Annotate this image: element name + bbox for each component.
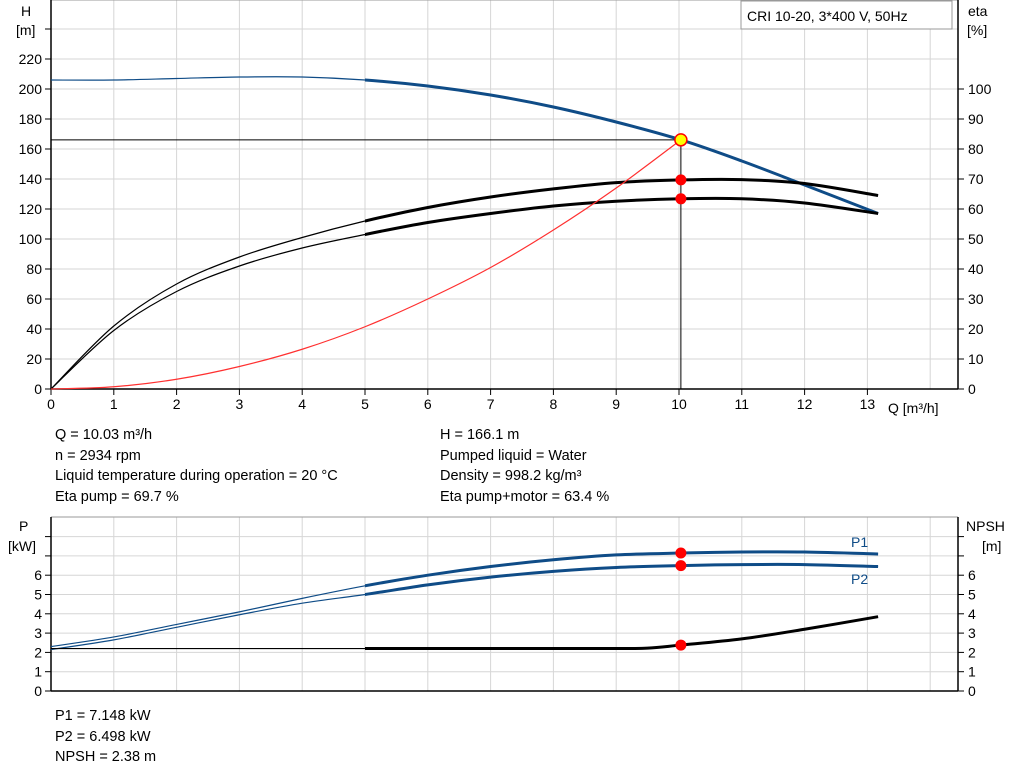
top-xtick-label: 13	[860, 396, 876, 412]
y2-axis-unit-npsh: [m]	[982, 538, 1001, 554]
top-ytick-label: 40	[26, 321, 42, 337]
info-left: Q = 10.03 m³/h n = 2934 rpm Liquid tempe…	[55, 425, 338, 507]
curve-system-thin	[50, 139, 682, 390]
top-y2tick-label: 50	[968, 231, 984, 247]
top-xtick-label: 3	[236, 396, 244, 412]
info-liquid: Pumped liquid = Water	[440, 447, 587, 464]
top-xtick-label: 12	[797, 396, 813, 412]
top-xtick-label: 6	[424, 396, 432, 412]
title-box	[740, 0, 953, 30]
top-ytick-label: 120	[19, 201, 43, 217]
top-ytick-label: 20	[26, 351, 42, 367]
top-ytick-label: 220	[19, 51, 43, 67]
info-power: P1 = 7.148 kW P2 = 6.498 kW NPSH = 2.38 …	[55, 706, 156, 768]
bot-ytick-label: 1	[34, 664, 42, 680]
top-xtick-label: 1	[110, 396, 118, 412]
top-xtick-label: 2	[173, 396, 181, 412]
top-y2tick-label: 40	[968, 261, 984, 277]
info-eta-pump-motor: Eta pump+motor = 63.4 %	[440, 488, 610, 505]
top-y2tick-label: 80	[968, 141, 984, 157]
info-temp: Liquid temperature during operation = 20…	[55, 468, 338, 484]
bot-ytick-label: 2	[34, 644, 42, 660]
curve-eta_pump_motor	[365, 196, 879, 237]
top-xtick-label: 4	[298, 396, 306, 412]
info-q: Q = 10.03 m³/h	[55, 427, 153, 443]
top-y2tick-label: 60	[968, 201, 984, 217]
bot-ytick-label: 5	[34, 587, 42, 603]
top-y2tick-label: 90	[968, 111, 984, 127]
top-ytick-label: 100	[19, 231, 43, 247]
top-ytick-label: 80	[26, 261, 42, 277]
top-xtick-label: 10	[671, 396, 687, 412]
top-y2tick-label: 70	[968, 171, 984, 187]
series-label-p2: P2	[851, 571, 868, 587]
curve-eta_pump_motor-thin	[50, 197, 879, 390]
y2-axis-label-eta: eta	[968, 3, 988, 19]
duty-point-eta-pump	[675, 174, 687, 186]
curve-H	[365, 78, 879, 215]
top-ytick-label: 140	[19, 171, 43, 187]
duty-point-h	[674, 133, 688, 147]
top-xtick-label: 5	[361, 396, 369, 412]
bot-y2tick-label: 6	[968, 567, 976, 583]
curve-P1	[365, 550, 879, 588]
top-ytick-label: 200	[19, 81, 43, 97]
y-axis-label-h: H	[21, 3, 31, 19]
top-xtick-label: 8	[550, 396, 558, 412]
top-xtick-label: 9	[612, 396, 620, 412]
chart-title: CRI 10-20, 3*400 V, 50Hz	[747, 8, 908, 24]
y-axis-unit-h: [m]	[16, 22, 35, 38]
curve-H-thin	[50, 76, 879, 215]
duty-point-eta-pump-motor	[675, 193, 687, 205]
top-ytick-label: 160	[19, 141, 43, 157]
top-y2tick-label: 30	[968, 291, 984, 307]
top-xtick-label: 11	[735, 396, 750, 412]
bot-y2tick-label: 0	[968, 683, 976, 699]
bot-y2tick-label: 4	[968, 606, 976, 622]
info-p2: P2 = 6.498 kW	[55, 728, 151, 745]
bot-y2tick-label: 2	[968, 644, 976, 660]
top-y2tick-label: 20	[968, 321, 984, 337]
head-efficiency-chart: 0204060801001201401601802002200102030405…	[19, 0, 992, 412]
info-right: H = 166.1 m Pumped liquid = Water Densit…	[440, 425, 609, 507]
curve-P1-thin	[50, 551, 879, 648]
y2-axis-label-npsh: NPSH	[966, 518, 1005, 534]
curve-eta_pump-thin	[50, 178, 879, 390]
bot-ytick-label: 3	[34, 625, 42, 641]
duty-point-p1	[675, 547, 687, 559]
top-ytick-label: 180	[19, 111, 43, 127]
power-npsh-chart: 0 1 2 3 4 5 6 0 1 2 3 4 5 6	[34, 516, 976, 699]
top-ytick-label: 0	[34, 381, 42, 397]
info-n: n = 2934 rpm	[55, 447, 141, 464]
bot-ytick-label: 6	[34, 567, 42, 583]
x-axis-label: Q [m³/h]	[888, 400, 939, 416]
info-h: H = 166.1 m	[440, 427, 520, 443]
top-ytick-label: 60	[26, 291, 42, 307]
duty-point-p2	[675, 560, 687, 572]
curve-NPSH	[365, 615, 879, 651]
info-density: Density = 998.2 kg/m³	[440, 468, 582, 484]
top-y2tick-label: 0	[968, 381, 976, 397]
series-label-p1: P1	[851, 534, 868, 550]
y-axis-unit-p: [kW]	[8, 538, 36, 554]
y-axis-label-p: P	[19, 518, 28, 534]
top-y2tick-label: 100	[968, 81, 992, 97]
y2-axis-unit-eta: [%]	[967, 22, 987, 38]
bot-y2tick-label: 1	[968, 664, 976, 680]
info-eta-pump: Eta pump = 69.7 %	[55, 488, 179, 505]
bot-y2tick-label: 3	[968, 625, 976, 641]
top-xtick-label: 7	[487, 396, 495, 412]
curve-eta_pump	[365, 177, 879, 223]
bot-y2tick-label: 5	[968, 587, 976, 603]
curve-P2	[365, 562, 879, 597]
info-npsh: NPSH = 2.38 m	[55, 749, 157, 765]
duty-point-npsh	[675, 639, 687, 651]
top-y2tick-label: 10	[968, 351, 984, 367]
bot-ytick-label: 4	[34, 606, 42, 622]
info-p1: P1 = 7.148 kW	[55, 708, 151, 724]
top-xtick-label: 0	[47, 396, 55, 412]
bot-ytick-label: 0	[34, 683, 42, 699]
